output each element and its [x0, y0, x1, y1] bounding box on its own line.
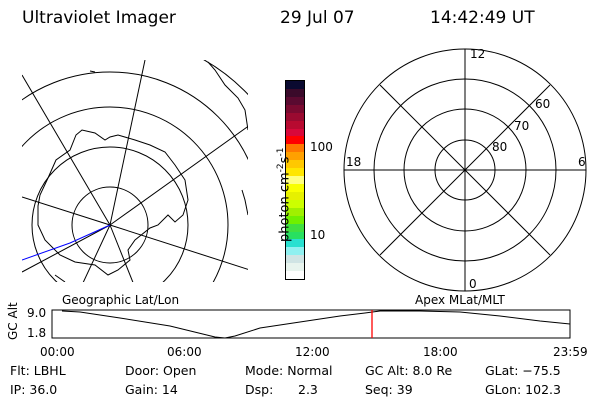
colorbar-band — [286, 96, 304, 105]
y-tick-1-8: 1.8 — [27, 326, 47, 340]
colorbar-band — [286, 183, 304, 192]
coastline — [207, 61, 248, 131]
x-tick-1800: 18:00 — [423, 345, 458, 359]
colorbar-band — [286, 255, 304, 264]
meridian-line — [109, 60, 146, 226]
x-tick-2359: 23:59 — [553, 345, 588, 359]
x-tick-1200: 12:00 — [295, 345, 330, 359]
meridian-line — [82, 224, 111, 282]
meridian-line — [109, 125, 248, 226]
date-label: 29 Jul 07 — [280, 8, 355, 28]
colorbar-band — [286, 152, 304, 161]
mlt-18-label: 18 — [346, 155, 362, 169]
colorbar-band — [286, 191, 304, 200]
mlt-6-label: 6 — [578, 155, 586, 169]
glon-label: GLon: 102.3 — [485, 382, 561, 397]
lat-60-label: 60 — [535, 97, 551, 111]
satellite-track — [22, 224, 111, 261]
dsp-value: 2.3 — [298, 382, 318, 397]
lat-circle — [22, 106, 229, 282]
colorbar-band — [286, 88, 304, 97]
colorbar-band — [286, 144, 304, 153]
colorbar-band — [286, 112, 304, 121]
glat-label: GLat: −75.5 — [485, 363, 561, 378]
colorbar-band — [286, 81, 304, 89]
colorbar-band — [286, 128, 304, 137]
coastline — [89, 70, 96, 73]
lat-80-label: 80 — [492, 140, 508, 154]
colorbar-band — [286, 199, 304, 208]
colorbar-band — [286, 176, 304, 184]
ip-label: IP: 36.0 — [10, 382, 58, 397]
colorbar-band — [286, 215, 304, 224]
lat-circle — [71, 186, 149, 264]
colorbar-tick-100: 100 — [310, 140, 333, 154]
colorbar-band — [286, 271, 304, 280]
colorbar-band — [286, 231, 304, 240]
lat-circle — [22, 71, 248, 161]
seq-label: Seq: 39 — [365, 382, 413, 397]
gc-alt-label: GC Alt: 8.0 Re — [365, 363, 453, 378]
coastline — [241, 189, 248, 216]
colorbar-band — [286, 136, 304, 145]
meridian-line — [22, 224, 111, 273]
x-tick-0600: 06:00 — [167, 345, 202, 359]
gain-label: Gain: 14 — [125, 382, 178, 397]
colorbar-tick-10: 10 — [310, 228, 326, 242]
apex-mlat-mlt-button[interactable]: Apex MLat/MLT — [415, 293, 505, 307]
altitude-curve — [61, 310, 571, 339]
colorbar-band — [286, 120, 304, 129]
colorbar-band — [286, 247, 304, 256]
meridian-line — [22, 196, 111, 226]
mlt-0-label: 0 — [469, 277, 477, 291]
geographic-lat-lon-button[interactable]: Geographic Lat/Lon — [62, 293, 180, 307]
x-tick-0000: 00:00 — [40, 345, 75, 359]
lat-70-label: 70 — [514, 119, 530, 133]
colorbar-band — [286, 239, 304, 248]
dsp-label: Dsp: — [245, 382, 274, 397]
meridian-line — [109, 224, 248, 270]
antarctica-coastline — [37, 129, 189, 276]
colorbar-band — [286, 160, 304, 169]
instrument-title: Ultraviolet Imager — [22, 8, 176, 28]
mlt-12-label: 12 — [470, 47, 486, 61]
colorbar-band — [286, 263, 304, 272]
lat-circle — [31, 146, 189, 282]
colorbar — [285, 80, 305, 280]
colorbar-band — [286, 223, 304, 232]
time-label: 14:42:49 UT — [430, 8, 535, 28]
colorbar-band — [286, 168, 304, 177]
mode-label: Mode: Normal — [245, 363, 333, 378]
colorbar-band — [286, 207, 304, 216]
filter-label: Flt: LBHL — [10, 363, 66, 378]
coastline — [54, 274, 66, 282]
y-tick-9: 9.0 — [27, 306, 47, 320]
meridian-line — [109, 224, 134, 282]
meridian-line — [22, 74, 111, 226]
door-label: Door: Open — [125, 363, 197, 378]
colorbar-band — [286, 104, 304, 113]
